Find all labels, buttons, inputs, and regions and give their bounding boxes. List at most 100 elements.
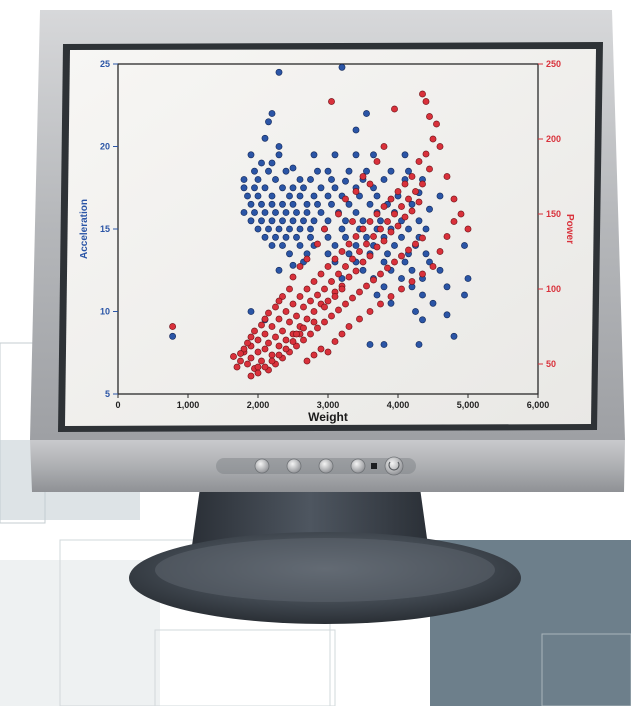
power-point xyxy=(366,180,374,188)
y-axis-title: Acceleration xyxy=(79,199,90,259)
acceleration-point xyxy=(307,233,314,241)
acceleration-point xyxy=(338,63,346,71)
acceleration-point xyxy=(303,200,311,208)
power-led xyxy=(371,463,377,469)
acceleration-point xyxy=(293,209,300,216)
power-point xyxy=(387,228,395,236)
acceleration-point xyxy=(289,184,297,192)
power-point xyxy=(268,323,276,330)
power-point xyxy=(370,233,377,240)
y-tick-label: 5 xyxy=(105,389,110,399)
acceleration-point xyxy=(254,225,262,233)
power-point xyxy=(331,293,339,300)
x-tick-label: 4,000 xyxy=(387,400,410,410)
power-point xyxy=(307,330,314,338)
power-point xyxy=(310,318,318,326)
acceleration-point xyxy=(359,217,367,225)
acceleration-point xyxy=(324,233,332,241)
power-point xyxy=(401,213,409,221)
power-button[interactable] xyxy=(384,456,404,476)
acceleration-point xyxy=(415,341,423,348)
power-point xyxy=(317,270,325,278)
power-point xyxy=(289,300,297,308)
acceleration-point xyxy=(464,275,472,282)
acceleration-point xyxy=(342,217,349,225)
acceleration-point xyxy=(261,233,269,241)
acceleration-point xyxy=(352,209,360,216)
power-point xyxy=(408,207,416,215)
y2-tick-label: 200 xyxy=(546,134,561,144)
power-point xyxy=(408,173,416,180)
acceleration-point xyxy=(398,275,405,282)
power-point xyxy=(352,267,360,275)
acceleration-point xyxy=(359,266,367,274)
power-point xyxy=(254,336,262,344)
monitor-button-3[interactable] xyxy=(318,458,334,474)
power-point xyxy=(366,252,374,260)
acceleration-point xyxy=(272,233,279,241)
acceleration-point xyxy=(254,176,262,183)
bg-frame-line xyxy=(541,633,631,706)
acceleration-point xyxy=(461,242,468,249)
power-point xyxy=(391,105,398,113)
power-point xyxy=(377,270,384,278)
acceleration-point xyxy=(387,299,395,307)
acceleration-point xyxy=(328,176,335,183)
acceleration-point xyxy=(370,151,377,159)
acceleration-point xyxy=(261,184,269,192)
acceleration-point xyxy=(296,176,304,183)
power-point xyxy=(352,233,360,240)
power-point xyxy=(279,327,286,335)
power-point xyxy=(394,188,402,195)
acceleration-point xyxy=(384,250,391,258)
power-point xyxy=(254,369,262,377)
power-point xyxy=(429,135,437,143)
acceleration-point xyxy=(408,266,416,274)
power-point xyxy=(303,255,311,263)
monitor-button-4[interactable] xyxy=(350,458,366,474)
x-tick-label: 6,000 xyxy=(527,400,550,410)
acceleration-point xyxy=(258,200,265,208)
power-point xyxy=(310,308,318,315)
monitor-button-2[interactable] xyxy=(286,458,302,474)
acceleration-point xyxy=(345,250,353,258)
acceleration-point xyxy=(279,184,286,192)
power-point xyxy=(419,234,426,242)
acceleration-point xyxy=(373,291,381,299)
x-axis: 0 1,000 2,000 3,000 4,000 5,000 6,000 xyxy=(115,394,549,410)
power-point xyxy=(352,188,360,195)
acceleration-point xyxy=(247,308,255,315)
power-point xyxy=(356,248,363,255)
power-point xyxy=(356,288,363,296)
acceleration-point xyxy=(450,332,458,340)
power-point xyxy=(275,342,283,350)
acceleration-point xyxy=(363,110,370,117)
acceleration-point xyxy=(307,225,314,233)
power-point xyxy=(272,303,279,311)
power-point xyxy=(328,312,335,320)
acceleration-point xyxy=(324,167,332,175)
acceleration-point xyxy=(310,217,318,225)
power-point xyxy=(436,143,444,150)
power-point xyxy=(244,360,251,368)
acceleration-point xyxy=(366,200,374,208)
acceleration-point xyxy=(286,225,293,233)
power-point xyxy=(296,263,304,270)
power-point xyxy=(426,165,433,173)
acceleration-point xyxy=(293,233,300,241)
acceleration-point xyxy=(254,192,262,200)
acceleration-point xyxy=(415,217,423,225)
acceleration-point xyxy=(251,209,258,216)
power-point xyxy=(398,285,405,293)
power-point xyxy=(335,210,342,218)
acceleration-point xyxy=(279,242,286,249)
power-point xyxy=(415,158,423,165)
power-point xyxy=(254,348,262,356)
monitor-button-1[interactable] xyxy=(254,458,270,474)
power-point xyxy=(286,285,293,293)
power-point xyxy=(282,336,290,344)
power-point xyxy=(380,203,388,210)
power-point xyxy=(293,342,300,350)
power-point xyxy=(331,255,339,263)
